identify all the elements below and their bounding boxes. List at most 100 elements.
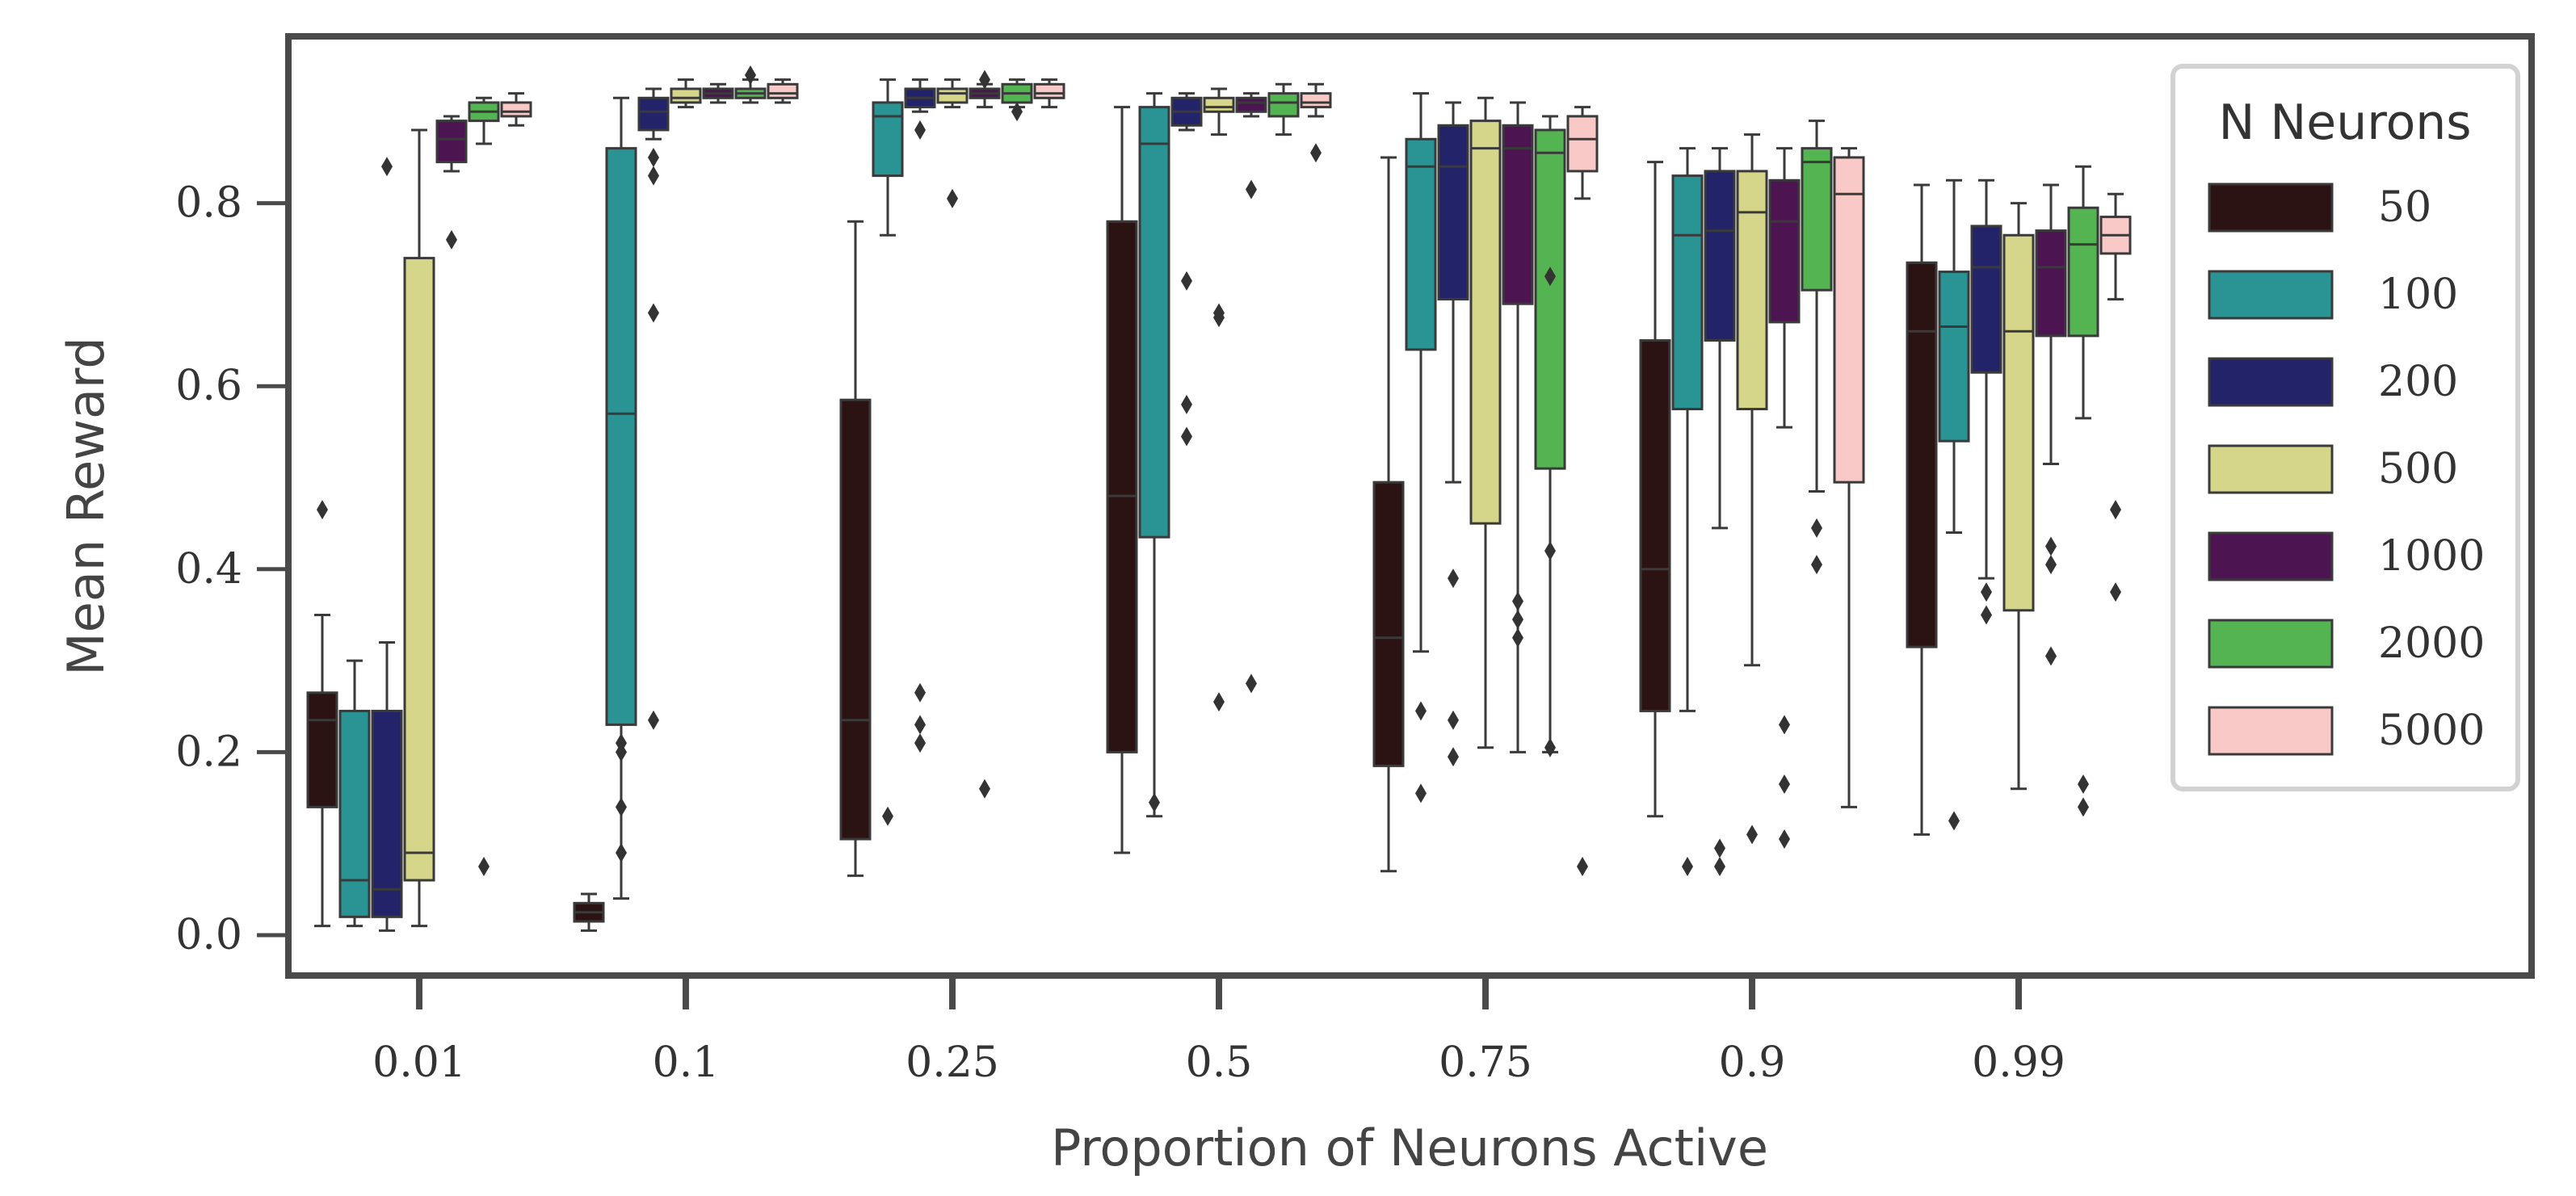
iqr-box — [1300, 92, 1332, 109]
box-1000-at-0.99 — [2035, 183, 2067, 666]
iqr-box — [1235, 96, 1267, 113]
outlier-marker — [1512, 627, 1523, 648]
outlier-marker — [1948, 811, 1960, 831]
outlier-marker — [1714, 857, 1725, 877]
outlier-marker — [1448, 710, 1459, 730]
outlier-marker — [914, 120, 926, 140]
box-2000-at-0.5 — [1267, 82, 1300, 136]
outlier-marker — [1714, 838, 1725, 858]
box-100-at-0.9 — [1671, 147, 1704, 877]
iqr-box — [1405, 137, 1437, 351]
legend-swatch-1000 — [2208, 531, 2334, 581]
box-50-at-0.99 — [1906, 183, 1938, 836]
box-5000-at-0.5 — [1300, 82, 1332, 163]
outlier-marker — [1213, 308, 1225, 328]
outlier-marker — [1544, 737, 1556, 757]
y-tick-label: 0.6 — [175, 362, 242, 410]
box-500-at-0.25 — [936, 78, 969, 208]
iqr-box — [936, 87, 969, 104]
outlier-marker — [745, 65, 756, 85]
outlier-marker — [1981, 582, 1992, 602]
outlier-marker — [914, 733, 926, 753]
iqr-box — [767, 82, 799, 99]
iqr-box — [2002, 233, 2035, 612]
outlier-marker — [2078, 774, 2089, 795]
outlier-marker — [1779, 829, 1790, 850]
iqr-box — [1704, 170, 1736, 342]
iqr-box — [435, 120, 468, 164]
box-500-at-0.01 — [403, 128, 435, 928]
outlier-marker — [882, 806, 893, 826]
box-50-at-0.01 — [306, 500, 338, 928]
outlier-marker — [2045, 646, 2057, 666]
x-tick-label: 0.25 — [906, 1039, 999, 1087]
box-2000-at-0.01 — [468, 96, 500, 877]
legend-title: N Neurons — [2218, 94, 2471, 151]
outlier-marker — [616, 797, 627, 817]
outlier-marker — [1577, 857, 1588, 877]
legend-frame — [2170, 64, 2520, 791]
box-5000-at-0.75 — [1566, 106, 1599, 877]
iqr-box — [500, 101, 532, 118]
iqr-box — [1639, 339, 1671, 712]
outlier-marker — [914, 715, 926, 735]
iqr-box — [1938, 271, 1970, 443]
iqr-box — [670, 87, 702, 104]
outlier-marker — [1746, 825, 1758, 845]
iqr-box — [1833, 156, 1865, 484]
outlier-marker — [2045, 536, 2057, 556]
iqr-box — [637, 96, 670, 132]
x-tick-label: 0.99 — [1972, 1039, 2065, 1087]
outlier-marker — [1544, 266, 1556, 287]
outlier-marker — [478, 857, 490, 877]
iqr-box — [1203, 96, 1235, 113]
legend-label-50: 50 — [2378, 183, 2431, 232]
box-5000-at-0.25 — [1033, 78, 1065, 109]
outlier-marker — [1181, 271, 1192, 291]
plot-area — [306, 65, 2132, 932]
iqr-box — [403, 257, 435, 882]
box-500-at-0.75 — [1469, 96, 1502, 749]
iqr-box — [1372, 480, 1405, 767]
box-50-at-0.5 — [1106, 106, 1138, 854]
iqr-box — [306, 691, 338, 808]
legend: N Neurons 50 100 200 500 1000 2000 5000 — [2170, 64, 2520, 791]
box-200-at-0.1 — [637, 87, 670, 730]
box-1000-at-0.5 — [1235, 92, 1267, 694]
box-100-at-0.25 — [872, 78, 904, 826]
outlier-marker — [1512, 610, 1523, 630]
x-tick-label: 0.9 — [1719, 1039, 1786, 1087]
iqr-box — [1033, 82, 1065, 99]
box-5000-at-0.01 — [500, 92, 532, 127]
axes: 0.0 0.2 0.4 0.6 0.8 0.01 0.1 0.25 0.5 0.75 0.9 0.99 — [175, 179, 2065, 1087]
x-tick-label: 0.1 — [653, 1039, 720, 1087]
x-tick-label: 0.75 — [1439, 1039, 1532, 1087]
outlier-marker — [1811, 555, 1822, 575]
box-2000-at-0.99 — [2067, 165, 2099, 817]
legend-label-100: 100 — [2378, 271, 2458, 319]
outlier-marker — [648, 166, 659, 186]
x-tick-label: 0.01 — [372, 1039, 466, 1087]
box-500-at-0.99 — [2002, 202, 2035, 791]
box-200-at-0.25 — [904, 78, 936, 753]
box-2000-at-0.75 — [1534, 115, 1566, 757]
outlier-marker — [1448, 747, 1459, 767]
outlier-marker — [1246, 179, 1257, 199]
outlier-marker — [1310, 143, 1322, 163]
y-tick-label: 0.4 — [175, 545, 242, 594]
box-500-at-0.9 — [1736, 133, 1768, 845]
outlier-marker — [381, 157, 393, 177]
outlier-marker — [446, 229, 457, 250]
outlier-marker — [648, 147, 659, 167]
box-5000-at-0.99 — [2099, 192, 2132, 602]
legend-swatch-2000 — [2208, 619, 2334, 669]
iqr-box — [1106, 220, 1138, 753]
iqr-box — [2067, 206, 2099, 338]
y-tick-label: 0.8 — [175, 179, 242, 228]
iqr-box — [1138, 106, 1170, 539]
box-2000-at-0.1 — [734, 65, 767, 104]
legend-swatch-200 — [2208, 357, 2334, 407]
y-axis-title: Mean Reward — [57, 337, 116, 676]
iqr-box — [839, 398, 872, 841]
outlier-marker — [1811, 518, 1822, 538]
